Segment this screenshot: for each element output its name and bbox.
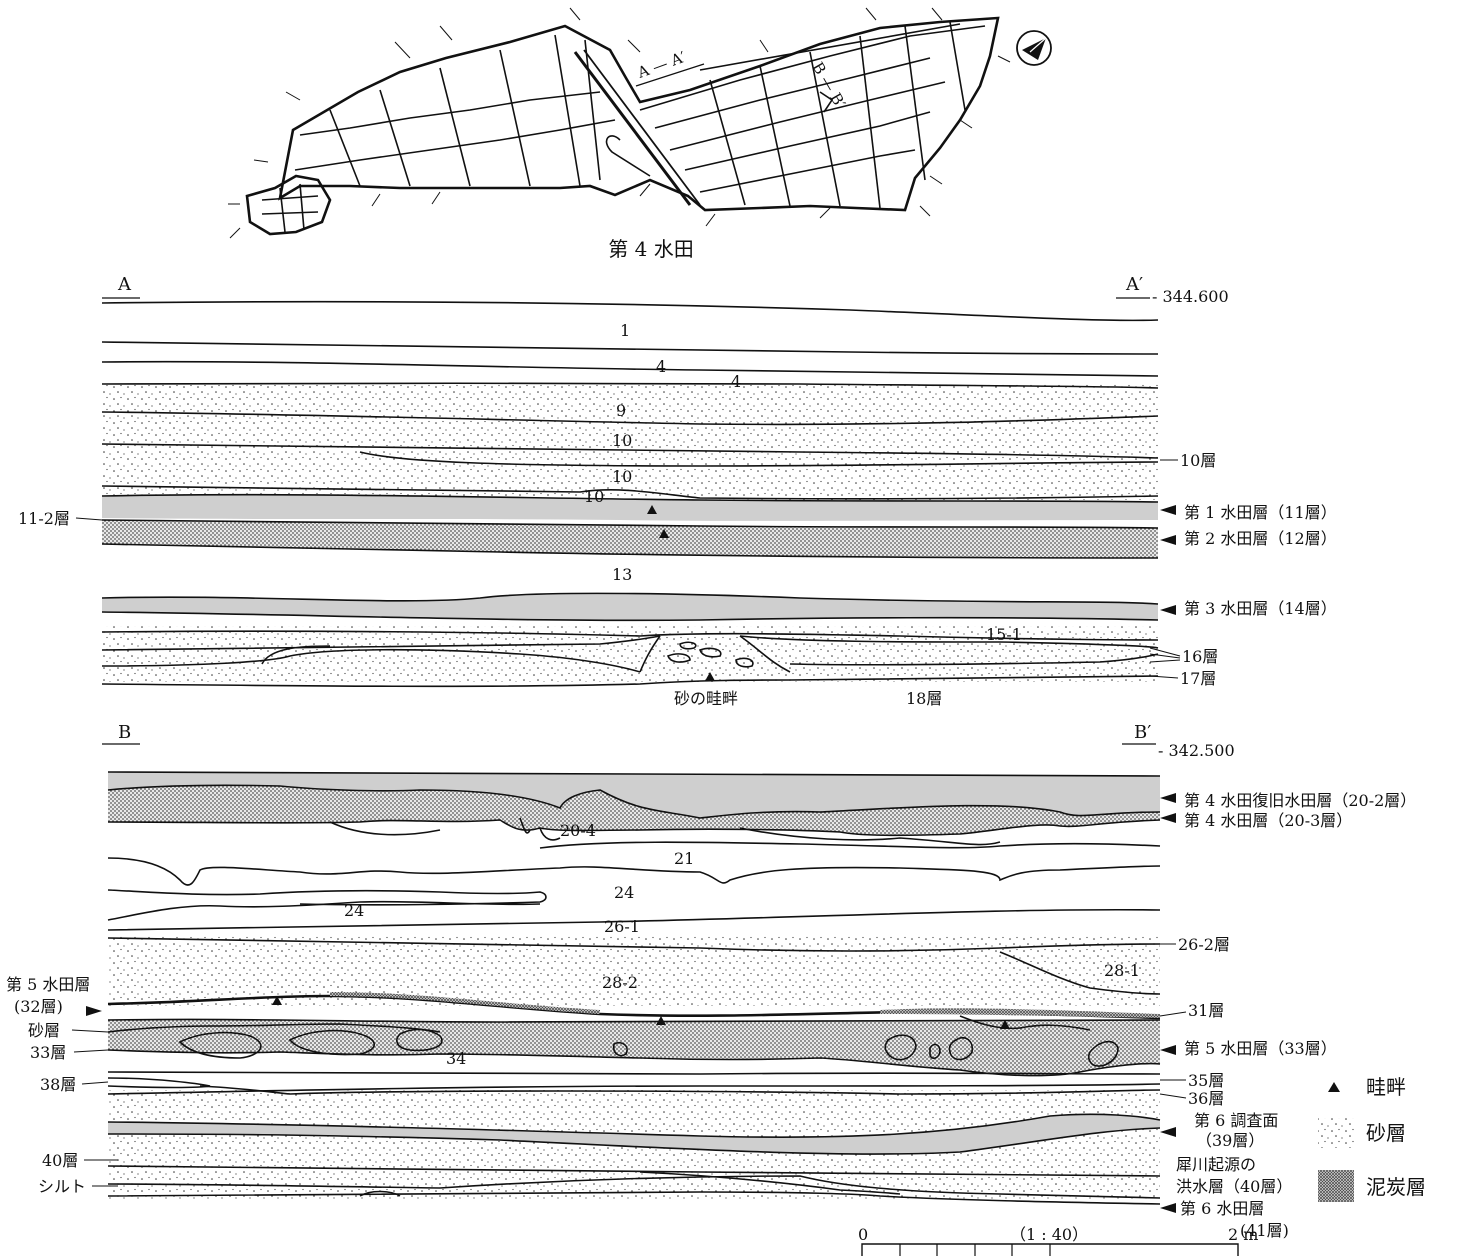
section-a-start: A [117,274,132,295]
section-a-ridge-markers [647,505,715,681]
b-layer-28-1: 28-1 [1104,961,1140,980]
b-left-silt: シルト [38,1177,86,1196]
b-paddy-6: 第 6 水田層 [1180,1199,1264,1218]
legend-ridge-label: 畦畔 [1366,1075,1406,1099]
a-right-16: 16層 [1182,647,1218,666]
a-left-11-2: 11-2層 [18,509,70,528]
plan-section-a-label: A — A′ [634,48,688,82]
a-layer-13: 13 [612,565,632,584]
section-b-elevation: - 342.500 [1158,741,1235,760]
b-paddy-5-33: 第 5 水田層（33層） [1184,1039,1337,1058]
a-paddy-3: 第 3 水田層（14層） [1184,599,1337,618]
scale-zero: 0 [858,1225,868,1244]
b-left-paddy-5: 第 5 水田層 [6,975,90,994]
a-layer-4b: 4 [731,372,741,391]
b-layer-34: 34 [446,1049,466,1068]
b-flood-1: 犀川起源の [1176,1155,1256,1174]
a-layer-15-1: 15-1 [986,625,1022,644]
b-right-35: 35層 [1188,1071,1224,1090]
a-layer-10c: 10 [584,487,604,506]
b-survey-6: 第 6 調査面 [1194,1111,1278,1130]
legend: 畦畔 砂層 泥炭層 [1318,1075,1426,1202]
b-right-31: 31層 [1188,1001,1224,1020]
b-left-sand: 砂層 [28,1021,60,1040]
b-left-33: 33層 [30,1043,66,1062]
section-b-start: B [118,722,131,743]
a-layer-10a: 10 [612,431,632,450]
b-layer-21: 21 [674,849,694,868]
b-left-40: 40層 [42,1151,78,1170]
b-layer-24b: 24 [344,901,364,920]
ridge-triangle-icon [1328,1082,1340,1092]
sand-swatch-icon [1318,1118,1354,1148]
b-layer-24a: 24 [614,883,634,902]
b-right-36: 36層 [1188,1089,1224,1108]
a-paddy-1: 第 1 水田層（11層） [1184,503,1337,522]
section-a: A A′ - 344.600 [18,274,1337,708]
a-paddy-2: 第 2 水田層（12層） [1184,529,1337,548]
b-layer-26-1: 26-1 [604,917,640,936]
north-arrow-icon [1016,30,1052,66]
b-paddy-4-restored: 第 4 水田復旧水田層（20-2層） [1184,791,1416,810]
legend-peat-label: 泥炭層 [1366,1175,1426,1199]
b-paddy-4: 第 4 水田層（20-3層） [1184,811,1352,830]
scale-bar: 0 （1 : 40） 2 m [858,1225,1258,1256]
b-layer-28-2: 28-2 [602,973,638,992]
b-flood-2: 洪水層（40層） [1176,1177,1292,1196]
b-layer-20-4: 20-4 [560,821,596,840]
a-sand-ridge: 砂の畦畔 [674,689,738,708]
section-a-end: A′ [1125,274,1143,295]
legend-peat: 泥炭層 [1318,1170,1426,1202]
b-left-38: 38層 [40,1075,76,1094]
scale-end: 2 m [1228,1225,1258,1244]
a-layer-4a: 4 [656,357,666,376]
a-layer-10b: 10 [612,467,632,486]
section-a-elevation: - 344.600 [1152,287,1229,306]
section-b-end: B′ [1134,722,1151,743]
a-right-17: 17層 [1180,669,1216,688]
b-paddy-6-sub: (41層) [1240,1221,1289,1240]
a-layer-9: 9 [616,401,626,420]
b-left-32: (32層) [14,997,63,1016]
plan-caption: 第 4 水田 [608,237,693,261]
section-b: B B′ - 342.500 [6,722,1416,1240]
legend-ridge: 畦畔 [1328,1075,1406,1099]
section-b-ridge-markers [272,996,1010,1029]
a-layer-18: 18層 [906,689,942,708]
legend-sand-label: 砂層 [1366,1121,1406,1145]
a-right-10: 10層 [1180,451,1216,470]
b-right-26-2: 26-2層 [1178,935,1230,954]
plan-view: A — A′ B — B′ 第 4 水田 [228,7,1052,261]
legend-sand: 砂層 [1318,1118,1406,1148]
peat-swatch-icon [1318,1170,1354,1202]
a-layer-1: 1 [620,321,630,340]
scale-ratio: （1 : 40） [1010,1225,1088,1244]
b-survey-6-sub: （39層） [1196,1131,1264,1150]
